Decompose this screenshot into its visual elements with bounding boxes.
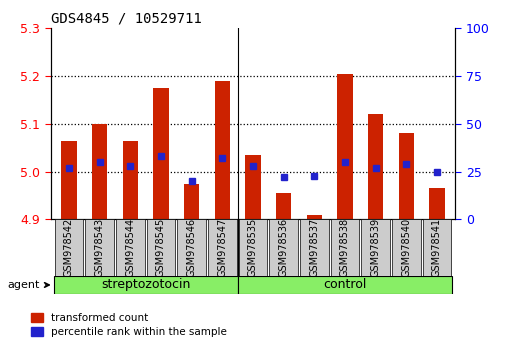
Bar	[92, 124, 107, 219]
Bar	[85, 219, 114, 276]
Text: GSM978535: GSM978535	[247, 218, 258, 278]
Bar	[146, 219, 175, 276]
Text: GSM978542: GSM978542	[64, 218, 74, 278]
Bar	[337, 74, 352, 219]
Bar	[306, 215, 321, 219]
Bar	[184, 184, 199, 219]
Bar	[367, 114, 383, 219]
Bar	[208, 219, 236, 276]
Bar	[153, 88, 168, 219]
Bar	[214, 81, 230, 219]
Bar	[275, 193, 291, 219]
Text: GSM978539: GSM978539	[370, 218, 380, 278]
Bar	[269, 219, 297, 276]
Bar	[177, 219, 206, 276]
Text: GSM978543: GSM978543	[94, 218, 105, 278]
Bar	[54, 276, 237, 294]
Text: GSM978540: GSM978540	[400, 218, 411, 278]
Bar	[299, 219, 328, 276]
Text: GSM978537: GSM978537	[309, 218, 319, 278]
Text: GSM978538: GSM978538	[339, 218, 349, 278]
Bar	[245, 155, 260, 219]
Bar	[55, 219, 83, 276]
Bar	[61, 141, 77, 219]
Bar	[122, 141, 138, 219]
Bar	[398, 133, 413, 219]
Text: GSM978545: GSM978545	[156, 218, 166, 278]
Bar	[237, 276, 451, 294]
Bar	[391, 219, 420, 276]
Text: streptozotocin: streptozotocin	[101, 279, 190, 291]
Text: GSM978547: GSM978547	[217, 218, 227, 278]
Text: agent: agent	[8, 280, 49, 290]
Text: GSM978541: GSM978541	[431, 218, 441, 278]
Bar	[428, 188, 444, 219]
Text: control: control	[323, 279, 366, 291]
Bar	[330, 219, 359, 276]
Legend: transformed count, percentile rank within the sample: transformed count, percentile rank withi…	[30, 313, 227, 337]
Bar	[116, 219, 144, 276]
Text: GDS4845 / 10529711: GDS4845 / 10529711	[50, 12, 201, 26]
Text: GSM978536: GSM978536	[278, 218, 288, 278]
Bar	[361, 219, 389, 276]
Text: GSM978544: GSM978544	[125, 218, 135, 278]
Bar	[422, 219, 450, 276]
Text: GSM978546: GSM978546	[186, 218, 196, 278]
Bar	[238, 219, 267, 276]
